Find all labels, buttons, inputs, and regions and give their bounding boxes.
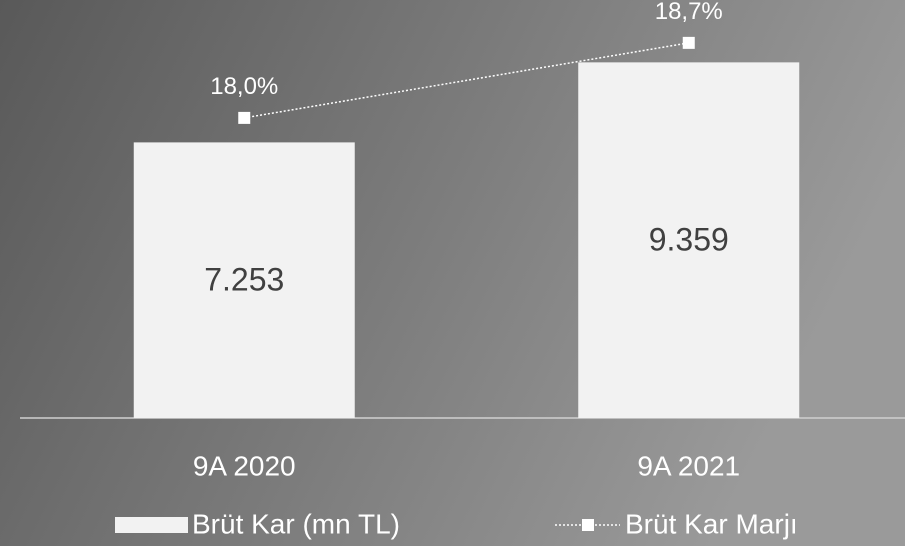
legend-label: Brüt Kar (mn TL) [192,508,400,539]
data-label: 18,0% [210,73,278,100]
data-label: 18,7% [655,0,723,25]
legend-label: Brüt Kar Marjı [625,508,798,539]
data-label: 7.253 [204,262,284,298]
x-tick-label: 9A 2020 [193,450,296,481]
bar [133,142,355,419]
data-label: 9.359 [649,222,729,258]
bar [578,62,800,418]
line [244,42,689,119]
marker [682,36,695,49]
legend-swatch [582,519,594,531]
marker [238,111,251,124]
x-tick-label: 9A 2021 [637,450,740,481]
legend-swatch [115,517,188,533]
